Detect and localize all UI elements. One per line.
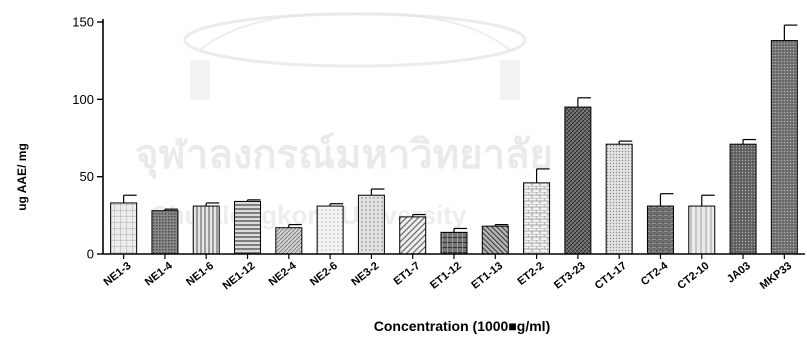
- x-tick-label: NE1-6: [184, 260, 216, 289]
- x-tick-label: CT1-17: [593, 260, 629, 292]
- bar-et1-7: [399, 216, 427, 255]
- bar-ne1-6: [192, 205, 220, 255]
- error-bar-et1-13: [494, 224, 509, 227]
- x-tick-label: ET2-2: [515, 260, 546, 288]
- error-bar-ja03: [742, 138, 757, 145]
- x-tick-label: ET3-23: [552, 260, 588, 292]
- bar-ne2-6: [316, 205, 344, 255]
- x-tick-label: ET1-12: [428, 260, 464, 292]
- x-tick-label: NE3-2: [349, 260, 381, 289]
- x-tick-label: NE2-6: [308, 260, 340, 289]
- bar-mkp33: [770, 40, 798, 255]
- bar-et1-12: [440, 231, 468, 255]
- bar-et3-23: [564, 106, 592, 255]
- error-bar-ct2-4: [659, 193, 674, 207]
- error-bar-ct1-17: [618, 140, 633, 145]
- bar-ne2-4: [275, 227, 303, 255]
- bar-ja03: [729, 143, 757, 255]
- y-tick-label: 0: [87, 247, 94, 262]
- y-axis-title: ug AAE/ mg: [15, 143, 29, 211]
- error-bar-ne2-6: [329, 203, 344, 207]
- x-tick-label: ET1-7: [392, 260, 423, 288]
- x-tick-label: NE1-4: [143, 259, 176, 288]
- x-axis-title: Concentration (1000■g/ml): [374, 318, 550, 334]
- bar-ne3-2: [357, 194, 385, 255]
- bar-ct2-10: [688, 205, 716, 255]
- x-tick-label: CT2-10: [675, 260, 711, 292]
- x-tick-label: NE1-12: [221, 260, 258, 292]
- bar-ne1-4: [151, 210, 179, 255]
- bar-ct2-4: [646, 205, 674, 255]
- watermark-seal: จุฬาลงกรณ์มหาวิทยาลัย Chulalongkorn Univ…: [135, 12, 553, 230]
- error-bar-mkp33: [783, 24, 798, 41]
- x-tick-label: CT2-4: [639, 259, 671, 288]
- bar-ne1-3: [110, 202, 138, 255]
- error-bar-ne1-6: [205, 202, 220, 207]
- error-bar-ct2-10: [701, 194, 715, 207]
- bar-et2-2: [523, 182, 551, 255]
- y-tick-label: 50: [80, 169, 94, 184]
- plot-area: [110, 24, 798, 255]
- x-tick-label: JA03: [725, 260, 753, 286]
- error-bar-ne1-12: [246, 199, 261, 202]
- bar-ct1-17: [605, 143, 633, 255]
- x-tick-label: ET1-13: [469, 260, 505, 292]
- x-tick-label: NE2-4: [267, 259, 300, 288]
- y-tick-label: 100: [72, 92, 94, 107]
- watermark-thai-text: จุฬาลงกรณ์มหาวิทยาลัย: [135, 132, 553, 180]
- error-bar-ne2-4: [288, 224, 302, 228]
- y-tick-label: 150: [72, 15, 94, 30]
- error-bar-et1-7: [412, 213, 426, 217]
- bar-ne1-12: [234, 200, 262, 255]
- error-bar-ne1-4: [164, 208, 178, 211]
- error-bar-et3-23: [577, 97, 591, 108]
- x-tick-label: NE1-3: [102, 260, 134, 289]
- error-bar-et1-12: [453, 227, 467, 233]
- error-bar-ne1-3: [123, 194, 137, 203]
- bar-et1-13: [481, 225, 509, 255]
- error-bar-et2-2: [535, 168, 550, 183]
- error-bar-ne3-2: [370, 188, 385, 196]
- x-tick-label: MKP33: [758, 260, 794, 292]
